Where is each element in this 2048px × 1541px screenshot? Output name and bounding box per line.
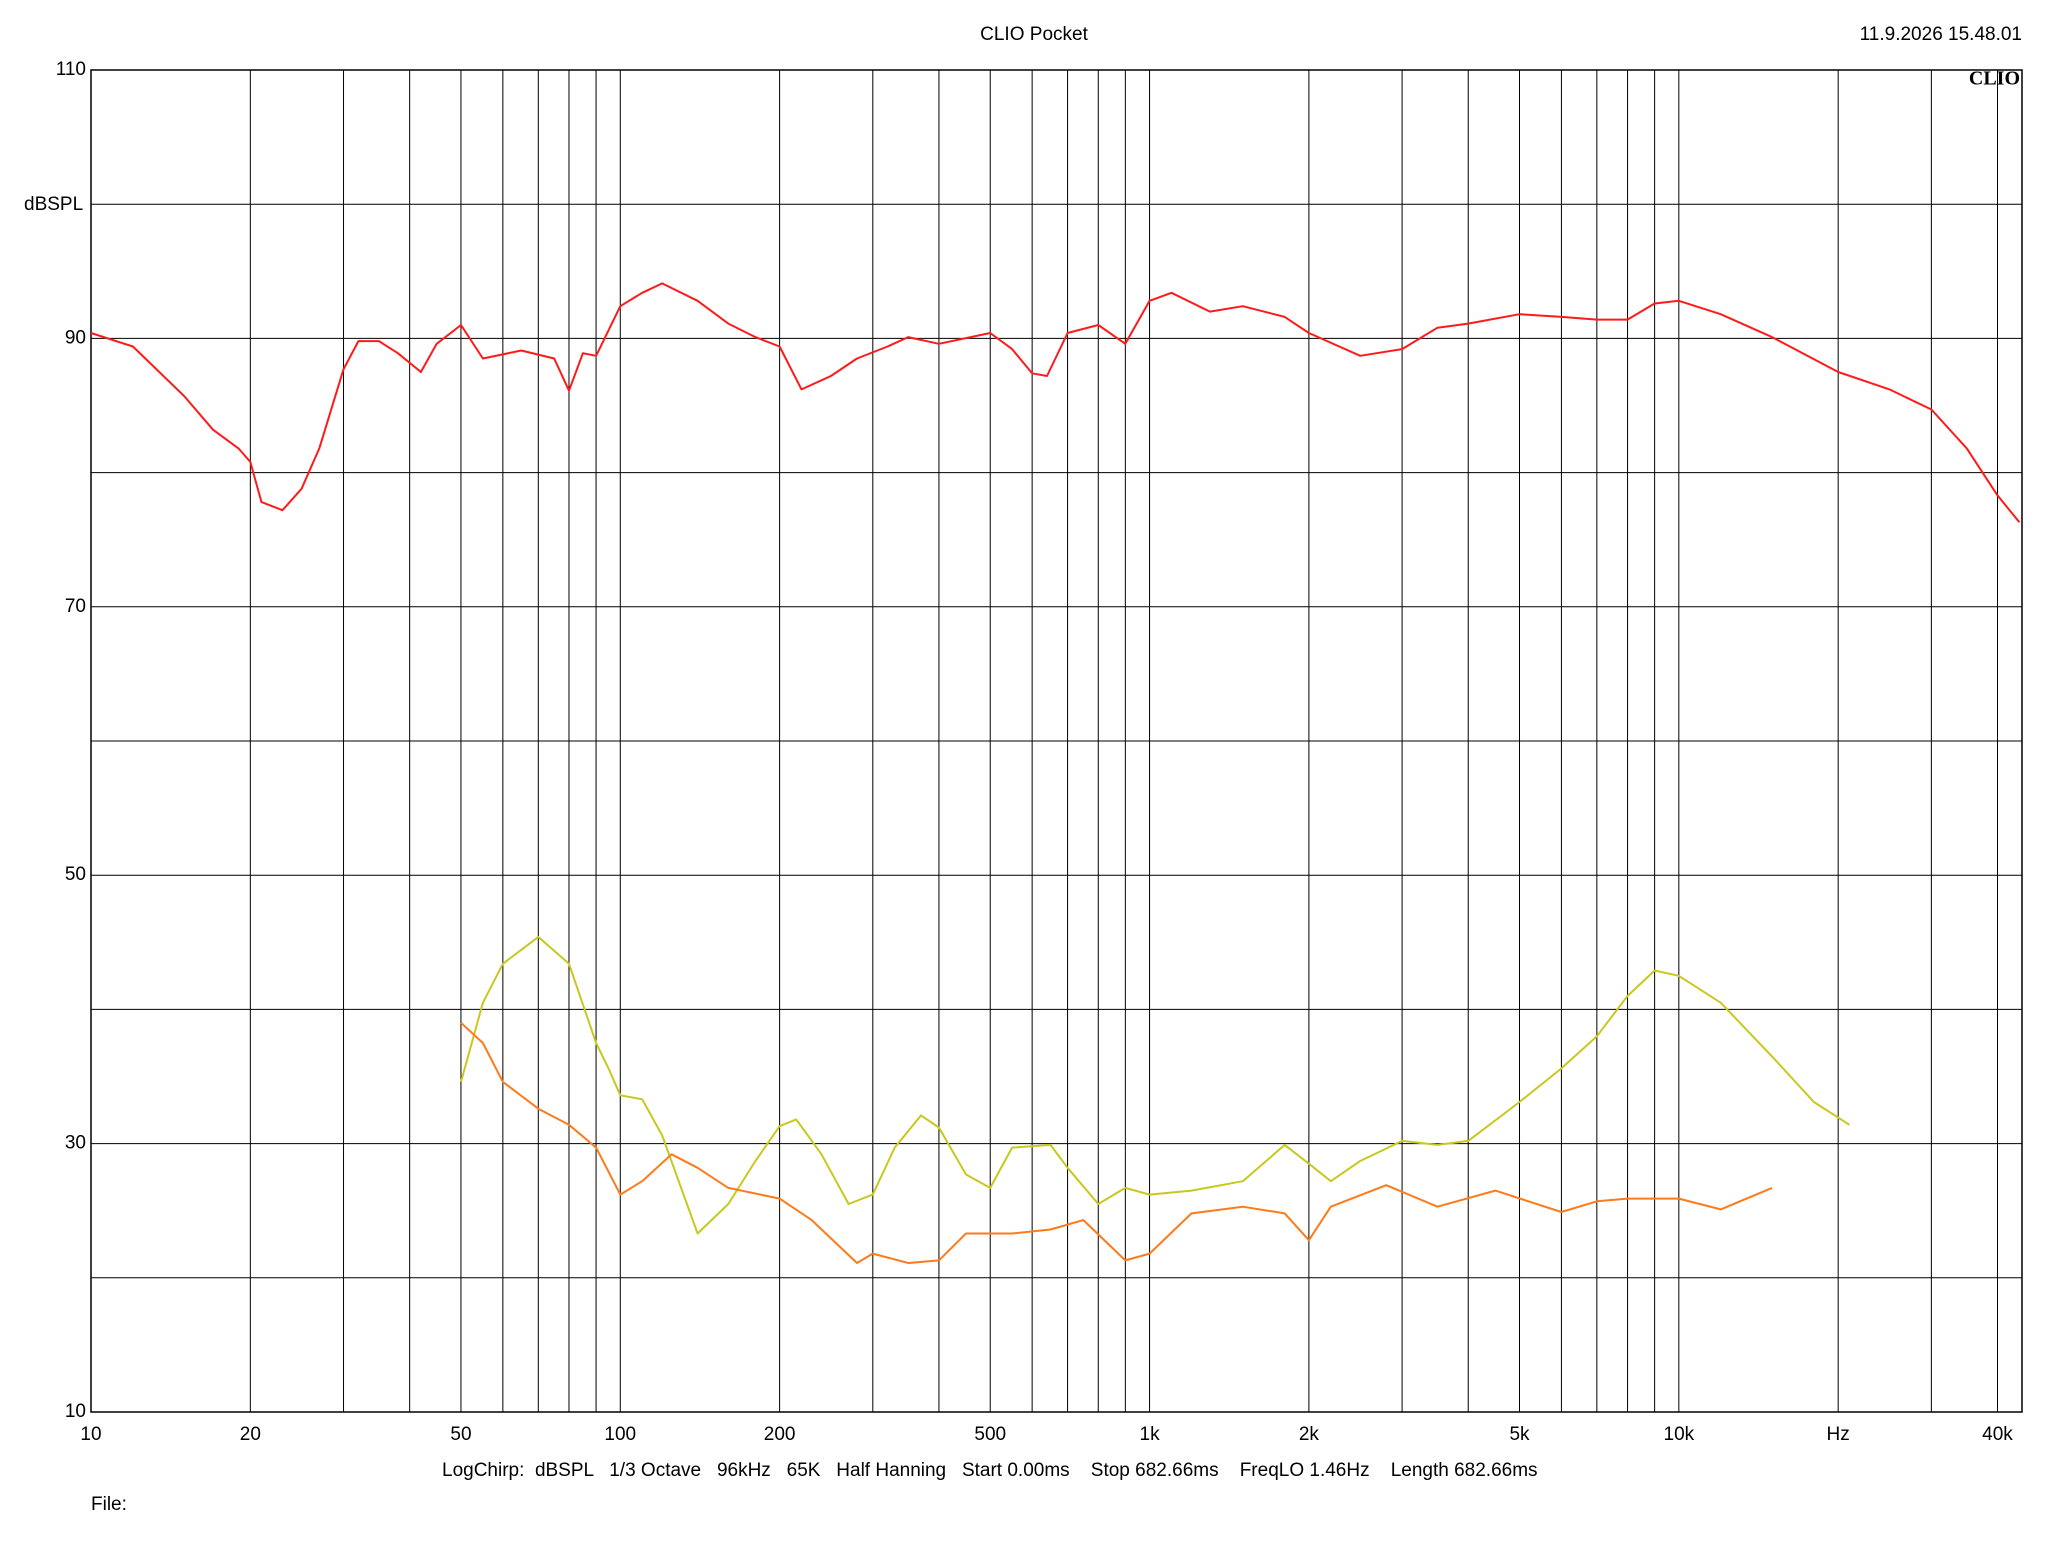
plot-frame xyxy=(90,69,2023,1413)
x-tick-label: 10k xyxy=(1664,1424,1695,1445)
x-tick-label: 200 xyxy=(764,1424,796,1445)
file-label: File: xyxy=(91,1494,127,1515)
y-tick-label: 50 xyxy=(65,864,86,885)
x-tick-label: 20 xyxy=(240,1424,261,1445)
y-tick-label: 70 xyxy=(65,596,86,617)
x-tick-label: Hz xyxy=(1827,1424,1850,1445)
x-tick-label: 50 xyxy=(450,1424,471,1445)
x-tick-label: 40k xyxy=(1982,1424,2013,1445)
x-tick-label: 1k xyxy=(1140,1424,1161,1445)
y-tick-label: 10 xyxy=(65,1401,86,1422)
frequency-response-line xyxy=(460,1022,1773,1264)
x-tick-label: 500 xyxy=(974,1424,1006,1445)
chart-title: CLIO Pocket xyxy=(980,24,1088,45)
measurement-info: LogChirp: dBSPL 1/3 Octave 96kHz 65K Hal… xyxy=(442,1460,1538,1481)
x-tick-label: 2k xyxy=(1299,1424,1320,1445)
x-tick-label: 5k xyxy=(1509,1424,1530,1445)
logo: CLIO xyxy=(1969,68,2020,90)
x-tick-label: 10 xyxy=(80,1424,101,1445)
y-tick-label: 30 xyxy=(65,1133,86,1154)
y-tick-label: 90 xyxy=(65,327,86,348)
y-tick-label: 110 xyxy=(56,59,86,80)
timestamp: 11.9.2026 15.48.01 xyxy=(1860,24,2022,45)
y-axis-label: dBSPL xyxy=(24,194,83,215)
x-tick-label: 100 xyxy=(604,1424,636,1445)
frequency-response-line xyxy=(460,935,1850,1235)
frequency-response-line xyxy=(90,282,2021,523)
